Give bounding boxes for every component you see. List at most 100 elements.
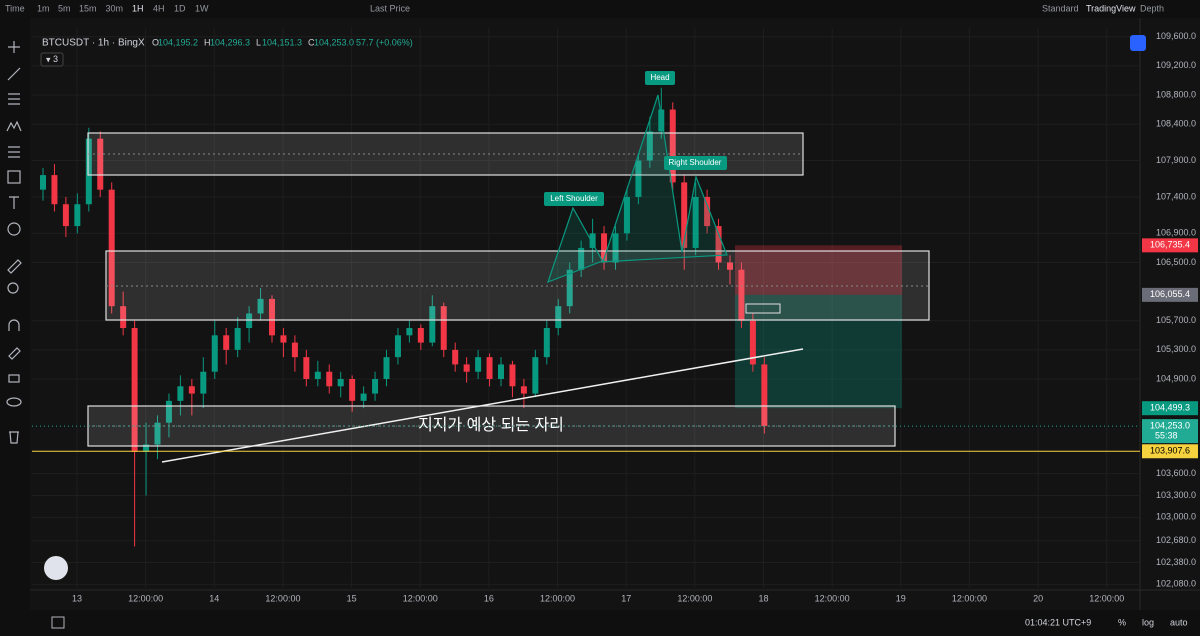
candle-body [566,269,573,307]
clock[interactable]: 01:04:21 UTC+9 [1025,617,1091,627]
y-tick-label: 105,300.0 [1156,344,1196,354]
trend-line[interactable] [161,348,804,463]
ohlc-key: C [308,37,315,47]
candle-body [715,226,722,263]
y-tick-label: 107,900.0 [1156,155,1196,165]
candle-body [269,298,275,336]
y-tick-label: 102,080.0 [1156,579,1196,589]
label-bg [544,192,604,206]
log-toggle[interactable]: log [1142,617,1154,627]
stop-zone [735,245,902,295]
forecast-tool[interactable] [8,146,20,158]
legend: BTCUSDT · 1h · BingX ▾ 3 [40,35,1146,67]
timeframe[interactable]: 1D [174,3,186,13]
zoom-tool[interactable] [7,282,19,294]
timeframe[interactable]: 1W [195,3,209,13]
candle-body [314,371,321,380]
timeframe[interactable]: 1m [37,3,50,13]
candle-body [612,233,619,263]
price-badge-label: 106,055.4 [1150,289,1190,299]
fib-tool[interactable] [8,93,20,105]
x-tick-label: 12:00:00 [540,593,575,603]
candle-body [349,379,356,401]
indicator-toggle[interactable] [40,52,64,67]
candle-body [669,109,676,183]
candle-body [578,247,585,270]
x-tick-label: 12:00:00 [677,593,712,603]
x-tick-label: 12:00:00 [815,593,850,603]
candle-body [646,131,653,161]
timeframe[interactable]: 5m [58,3,71,13]
timeframe[interactable]: 15m [79,3,97,13]
candle-body [108,189,115,307]
candle-body [211,335,218,372]
magnet-tool[interactable] [8,319,20,331]
percent-toggle[interactable]: % [1118,617,1126,627]
delete-tool[interactable] [9,431,19,444]
pattern-tool[interactable] [6,120,22,132]
candle-body [74,204,81,227]
symbol[interactable]: BTCUSDT · 1h · BingX [42,38,145,49]
candle-body [223,335,230,350]
visibility-tool[interactable] [6,397,22,407]
x-tick-label: 12:00:00 [403,593,438,603]
draw-mode-tool[interactable] [8,347,21,360]
candle-body [143,444,150,452]
x-tick-label: 15 [347,593,357,603]
lock-tool[interactable] [8,374,20,383]
drawings: Head Left Shoulder Right Shoulder 지지가 예상… [87,71,930,463]
ohlc-key: H [204,37,211,47]
timeframe[interactable]: 30m [106,3,124,13]
shape-tool[interactable] [7,170,21,184]
tv-logo [44,556,68,580]
price-badge-label: 103,907.6 [1150,446,1190,456]
ruler-tool[interactable] [7,259,22,274]
object-tree-button[interactable] [1130,35,1146,51]
chart-style[interactable]: Standard [1042,3,1079,13]
auto-toggle[interactable]: auto [1170,617,1188,627]
candle-body [337,379,344,387]
y-tick-label: 108,800.0 [1156,89,1196,99]
candle-body [40,175,46,190]
candle-body [394,335,401,358]
timeframe[interactable]: 1H [132,3,144,13]
y-tick-label: 102,380.0 [1156,557,1196,567]
timeframe[interactable]: 4H [153,3,165,13]
price-mode[interactable]: Last Price [370,3,410,13]
y-tick-label: 103,000.0 [1156,512,1196,522]
x-tick-label: 12:00:00 [265,593,300,603]
price-badge [1142,444,1198,459]
candle-body [120,306,127,329]
timeframe[interactable]: Time [5,3,25,13]
chart-style[interactable]: TradingView [1086,3,1136,13]
candle-body [360,393,367,401]
trendline-tool[interactable] [7,67,21,81]
plot-area [32,28,1140,588]
candle-body [188,386,195,394]
text-tool[interactable] [9,196,19,209]
x-tick-label: 12:00:00 [1089,593,1124,603]
candle-body [475,357,482,372]
candle-body [543,328,550,358]
x-tick-label: 19 [896,593,906,603]
indicator-count[interactable]: ▾ 3 [46,54,58,64]
small-box[interactable] [745,303,781,314]
x-tick-label: 20 [1033,593,1043,603]
price-badge [1142,401,1198,416]
candle-body [429,306,436,343]
date-range-button[interactable] [51,616,65,629]
candle-body [738,269,745,321]
chart-style[interactable]: Depth [1140,3,1164,13]
head-shoulders-pattern[interactable] [547,94,728,284]
candle-body [177,386,184,401]
crosshair-tool[interactable] [8,41,20,53]
tool-icons [6,41,22,444]
candle-body [704,196,711,227]
emoji-tool[interactable] [7,222,21,236]
top-bar [0,0,1200,18]
candle-body [303,357,310,380]
ohlc-key: O [152,37,159,47]
countdown: 55:38 [1155,430,1178,440]
candle-body [280,335,287,343]
